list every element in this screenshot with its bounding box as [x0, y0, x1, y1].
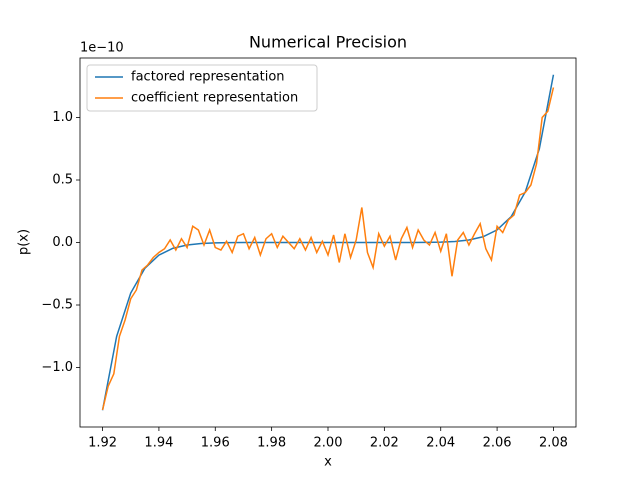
x-tick-label: 2.06 — [483, 436, 512, 451]
line-series — [101, 74, 555, 411]
y-tick-label: 0.0 — [52, 235, 73, 250]
legend-label: coefficient representation — [131, 91, 298, 106]
x-tick-label: 2.00 — [314, 436, 343, 451]
x-tick-label: 1.96 — [201, 436, 230, 451]
x-tick-label: 1.92 — [88, 436, 117, 451]
x-tick-label: 1.98 — [257, 436, 286, 451]
chart-title: Numerical Precision — [249, 33, 407, 52]
line-series — [101, 87, 555, 411]
y-tick-label: 0.5 — [52, 173, 73, 188]
x-tick-label: 2.02 — [370, 436, 399, 451]
plot-frame — [79, 57, 577, 428]
y-offset-text: 1e−10 — [80, 41, 124, 56]
legend-box — [86, 64, 318, 112]
y-axis-label: p(x) — [17, 229, 32, 255]
legend-label: factored representation — [131, 70, 285, 85]
x-axis-label: x — [324, 455, 332, 470]
x-tick-label: 1.94 — [144, 436, 173, 451]
y-tick-label: −1.0 — [41, 360, 73, 375]
x-tick-label: 2.08 — [539, 436, 568, 451]
y-tick-label: 1.0 — [52, 110, 73, 125]
x-tick-label: 2.04 — [426, 436, 455, 451]
y-tick-label: −0.5 — [41, 298, 73, 313]
